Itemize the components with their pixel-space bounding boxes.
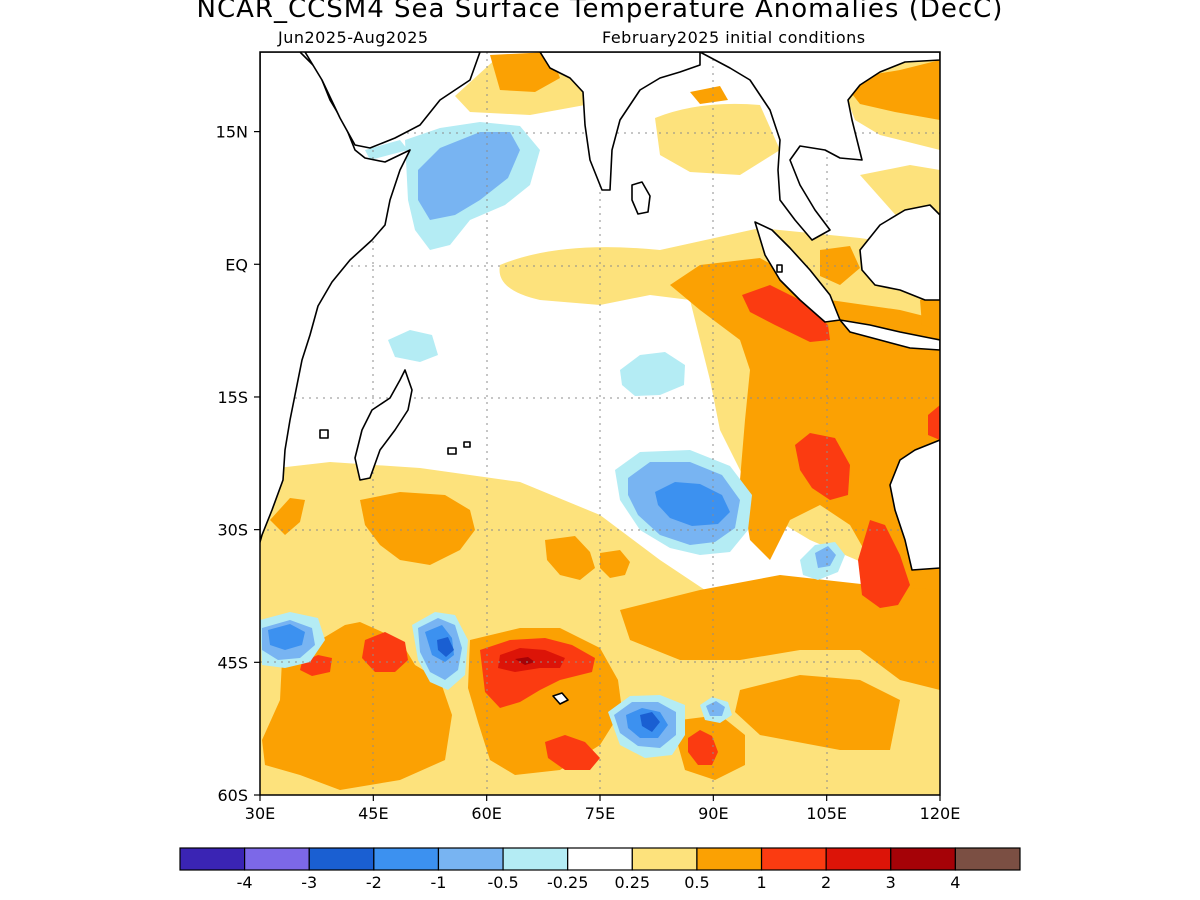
map-title: NCAR_CCSM4 Sea Surface Temperature Anoma…: [196, 0, 1004, 24]
colorbar: -4 -3 -2 -1 -0.5 -0.25 0.25 0.5 1 2 3 4: [179, 847, 1021, 892]
colorbar-swatch: [954, 847, 1021, 871]
colorbar-label: -4: [237, 873, 253, 892]
arabia-land: [304, 52, 481, 149]
lat-tick-label: 30S: [217, 521, 248, 540]
colorbar-label: 4: [950, 873, 960, 892]
australia-land: [889, 439, 940, 571]
comoros-islands: [319, 429, 329, 439]
colorbar-swatch: [890, 847, 956, 871]
southeast-asia-land: [699, 52, 940, 241]
colorbar-swatch: [631, 847, 698, 871]
java-land: [839, 319, 940, 351]
colorbar-label: 3: [886, 873, 896, 892]
lat-tick-label: 15N: [216, 123, 248, 142]
india-land: [539, 52, 701, 191]
lat-tick-label: 45S: [217, 653, 248, 672]
sri-lanka-land: [631, 181, 651, 215]
lon-tick-label: 75E: [585, 804, 615, 823]
lon-tick-label: 120E: [920, 804, 961, 823]
forecast-period: Jun2025-Aug2025: [278, 28, 429, 47]
reunion-island: [463, 441, 471, 448]
colorbar-label: 2: [821, 873, 831, 892]
madagascar-land: [354, 369, 413, 481]
anomaly-pos05-regions: [262, 52, 940, 790]
colorbar-swatch: [244, 847, 310, 871]
colorbar-label: -2: [366, 873, 382, 892]
colorbar-swatch: [179, 847, 246, 871]
kerguelen-islands: [552, 692, 569, 705]
lon-tick-label: 90E: [698, 804, 728, 823]
colorbar-swatch: [696, 847, 763, 871]
colorbar-label: -0.5: [487, 873, 518, 892]
colorbar-swatch: [502, 847, 569, 871]
colorbar-swatch: [567, 847, 633, 871]
colorbar-label: 0.25: [614, 873, 650, 892]
mascarene-islands: [447, 447, 457, 455]
lon-tick-label: 105E: [806, 804, 847, 823]
borneo-land: [859, 204, 940, 301]
lat-tick-label: EQ: [225, 255, 248, 274]
latitude-axis: 15N EQ 15S 30S 45S 60S: [216, 123, 260, 805]
lon-tick-label: 30E: [245, 804, 275, 823]
lat-tick-label: 15S: [217, 388, 248, 407]
anomaly-pos3-regions: [515, 657, 535, 665]
coastlines: [260, 52, 940, 705]
colorbar-label: 0.5: [684, 873, 709, 892]
colorbar-swatch: [373, 847, 440, 871]
lat-tick-label: 60S: [217, 786, 248, 805]
lon-tick-label: 45E: [358, 804, 388, 823]
initial-conditions: February2025 initial conditions: [602, 28, 866, 47]
colorbar-swatch: [760, 847, 827, 871]
anomaly-neg2-regions: [437, 637, 660, 732]
colorbar-label: -3: [301, 873, 317, 892]
andaman-islands: [776, 264, 783, 273]
colorbar-swatch: [437, 847, 504, 871]
lon-tick-label: 60E: [471, 804, 501, 823]
anomaly-field: [260, 52, 940, 795]
colorbar-label: -0.25: [547, 873, 588, 892]
colorbar-label: -1: [430, 873, 446, 892]
colorbar-label: 1: [756, 873, 766, 892]
longitude-axis: 30E 45E 60E 75E 90E 105E 120E: [245, 795, 961, 823]
colorbar-swatch: [308, 847, 375, 871]
colorbar-swatch: [825, 847, 892, 871]
